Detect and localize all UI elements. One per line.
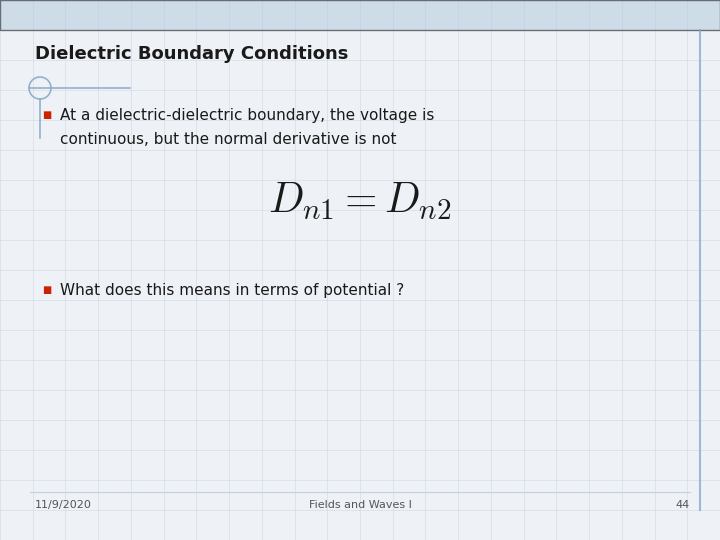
Text: continuous, but the normal derivative is not: continuous, but the normal derivative is… bbox=[60, 132, 397, 147]
Text: 11/9/2020: 11/9/2020 bbox=[35, 500, 92, 510]
Text: 44: 44 bbox=[676, 500, 690, 510]
Text: Fields and Waves I: Fields and Waves I bbox=[309, 500, 411, 510]
Text: What does this means in terms of potential ?: What does this means in terms of potenti… bbox=[60, 283, 404, 298]
Text: Dielectric Boundary Conditions: Dielectric Boundary Conditions bbox=[35, 45, 348, 63]
Text: ■: ■ bbox=[42, 285, 51, 295]
Text: $D_{n1} = D_{n2}$: $D_{n1} = D_{n2}$ bbox=[269, 180, 451, 222]
Text: At a dielectric-dielectric boundary, the voltage is: At a dielectric-dielectric boundary, the… bbox=[60, 108, 434, 123]
FancyBboxPatch shape bbox=[0, 0, 720, 30]
Text: ■: ■ bbox=[42, 110, 51, 120]
